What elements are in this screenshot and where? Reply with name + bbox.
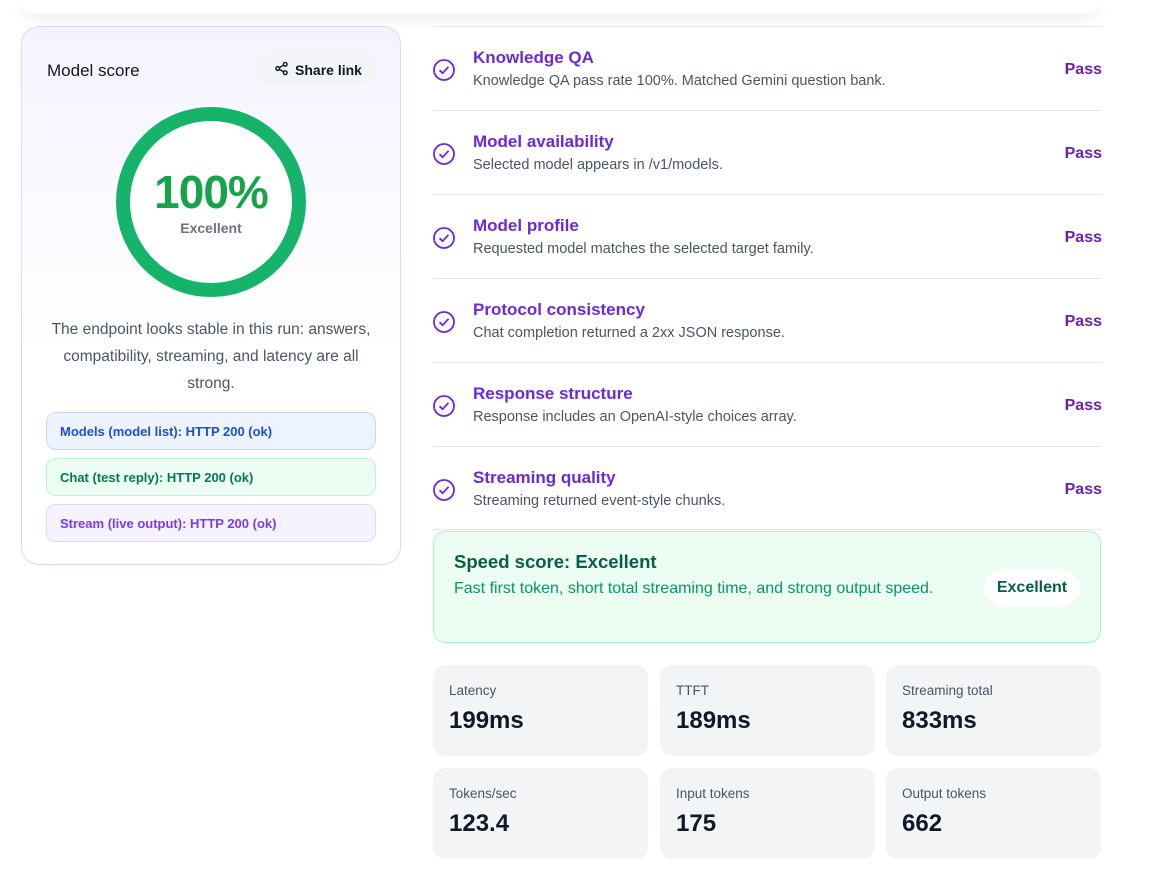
top-panel-edge bbox=[20, 0, 1100, 14]
check-row-model-profile: Model profile Requested model matches th… bbox=[433, 194, 1102, 278]
metric-input-tokens: Input tokens 175 bbox=[660, 768, 875, 859]
share-icon bbox=[274, 61, 289, 79]
model-score-card: Model score Share link 100% Excellent Th… bbox=[21, 26, 401, 565]
check-row-streaming-quality: Streaming quality Streaming returned eve… bbox=[433, 446, 1102, 530]
check-status: Pass bbox=[1064, 229, 1102, 246]
metric-label: Tokens/sec bbox=[449, 786, 517, 801]
check-row-model-availability: Model availability Selected model appear… bbox=[433, 110, 1102, 194]
metric-latency: Latency 199ms bbox=[433, 665, 648, 756]
metric-value: 123.4 bbox=[449, 810, 510, 837]
metric-value: 662 bbox=[902, 810, 943, 837]
check-circle-icon bbox=[433, 479, 455, 501]
check-status: Pass bbox=[1064, 481, 1102, 498]
metric-label: TTFT bbox=[676, 683, 709, 698]
metric-label: Latency bbox=[449, 683, 497, 698]
metric-value: 833ms bbox=[902, 707, 977, 734]
metric-value: 199ms bbox=[449, 707, 524, 734]
checks-list: Knowledge QA Knowledge QA pass rate 100%… bbox=[433, 26, 1102, 530]
speed-badge: Excellent bbox=[984, 569, 1080, 607]
check-status: Pass bbox=[1064, 397, 1102, 414]
check-status: Pass bbox=[1064, 313, 1102, 330]
check-circle-icon bbox=[433, 59, 455, 81]
check-circle-icon bbox=[433, 227, 455, 249]
share-link-button[interactable]: Share link bbox=[259, 54, 377, 86]
check-description: Knowledge QA pass rate 100%. Matched Gem… bbox=[473, 73, 886, 89]
check-title: Model profile bbox=[473, 216, 579, 235]
score-summary: The endpoint looks stable in this run: a… bbox=[51, 321, 371, 392]
check-row-response-structure: Response structure Response includes an … bbox=[433, 362, 1102, 446]
check-row-protocol-consistency: Protocol consistency Chat completion ret… bbox=[433, 278, 1102, 362]
metric-label: Output tokens bbox=[902, 786, 987, 801]
status-pill-stream: Stream (live output): HTTP 200 (ok) bbox=[46, 504, 376, 542]
check-status: Pass bbox=[1064, 61, 1102, 78]
check-title: Protocol consistency bbox=[473, 300, 645, 319]
speed-score-banner: Speed score: Excellent Fast first token,… bbox=[433, 531, 1101, 643]
metric-value: 189ms bbox=[676, 707, 751, 734]
score-grade: Excellent bbox=[180, 220, 242, 236]
card-title: Model score bbox=[47, 61, 140, 80]
metric-value: 175 bbox=[676, 810, 717, 837]
check-title: Response structure bbox=[473, 384, 633, 403]
metric-label: Streaming total bbox=[902, 683, 993, 698]
speed-title: Speed score: Excellent bbox=[454, 551, 657, 572]
check-description: Response includes an OpenAI-style choice… bbox=[473, 409, 797, 425]
check-title: Model availability bbox=[473, 132, 614, 151]
check-description: Requested model matches the selected tar… bbox=[473, 241, 814, 257]
speed-description: Fast first token, short total streaming … bbox=[454, 580, 934, 597]
metric-ttft: TTFT 189ms bbox=[660, 665, 875, 756]
score-percent: 100% bbox=[154, 166, 269, 218]
metric-streaming-total: Streaming total 833ms bbox=[886, 665, 1101, 756]
metric-label: Input tokens bbox=[676, 786, 750, 801]
check-circle-icon bbox=[433, 143, 455, 165]
check-description: Selected model appears in /v1/models. bbox=[473, 157, 723, 173]
status-pill-chat: Chat (test reply): HTTP 200 (ok) bbox=[46, 458, 376, 496]
check-description: Streaming returned event-style chunks. bbox=[473, 493, 726, 509]
check-description: Chat completion returned a 2xx JSON resp… bbox=[473, 325, 785, 341]
check-circle-icon bbox=[433, 311, 455, 333]
check-title: Knowledge QA bbox=[473, 48, 594, 67]
check-status: Pass bbox=[1064, 145, 1102, 162]
metric-tokens-per-sec: Tokens/sec 123.4 bbox=[433, 768, 648, 859]
check-circle-icon bbox=[433, 395, 455, 417]
check-row-knowledge-qa: Knowledge QA Knowledge QA pass rate 100%… bbox=[433, 26, 1102, 110]
share-link-label: Share link bbox=[295, 62, 362, 78]
status-pill-models: Models (model list): HTTP 200 (ok) bbox=[46, 412, 376, 450]
metric-output-tokens: Output tokens 662 bbox=[886, 768, 1101, 859]
check-title: Streaming quality bbox=[473, 468, 616, 487]
